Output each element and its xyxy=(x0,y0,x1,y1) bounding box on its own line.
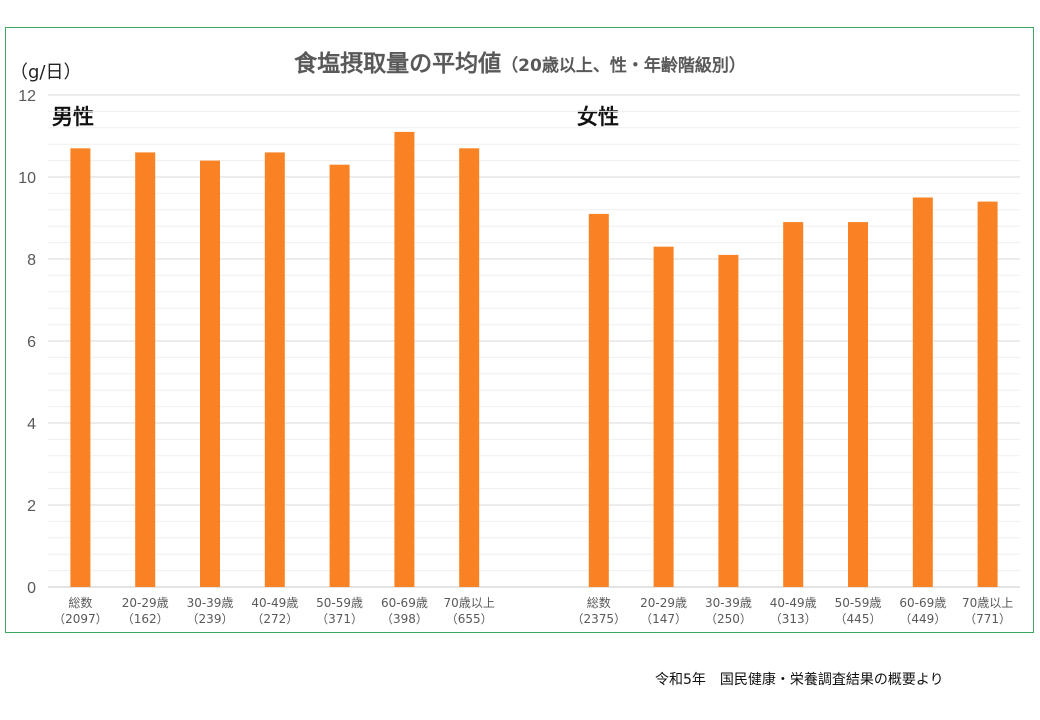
x-tick-count: （445） xyxy=(835,612,882,626)
bar xyxy=(459,148,480,588)
x-tick-label: 総数 xyxy=(68,595,92,610)
x-tick-count: （147） xyxy=(640,612,687,626)
x-tick-count: （398） xyxy=(381,612,428,626)
x-tick-count: （2375） xyxy=(572,612,627,626)
bar xyxy=(264,152,285,587)
x-tick-label: 60-69歳 xyxy=(899,596,946,610)
x-tick-label: 総数 xyxy=(587,595,611,610)
x-tick-label: 30-39歳 xyxy=(705,596,752,610)
group-label-male: 男性 xyxy=(52,105,94,129)
x-tick-label: 50-59歳 xyxy=(316,596,363,610)
source-note: 令和5年 国民健康・栄養調査結果の概要より xyxy=(655,672,944,688)
y-tick-label: 12 xyxy=(18,88,36,105)
x-tick-label: 30-39歳 xyxy=(187,596,234,610)
y-tick-label: 10 xyxy=(18,170,36,187)
x-tick-count: （239） xyxy=(187,612,234,626)
x-tick-label: 60-69歳 xyxy=(381,596,428,610)
x-tick-label: 70歳以上 xyxy=(444,596,495,610)
bar xyxy=(70,148,91,588)
bar xyxy=(200,160,220,587)
bar xyxy=(653,246,674,587)
y-tick-label: 0 xyxy=(27,580,36,597)
bar xyxy=(394,131,415,587)
bar xyxy=(912,197,933,587)
chart-frame xyxy=(5,27,1034,633)
x-tick-count: （2097） xyxy=(53,612,108,626)
x-tick-label: 40-49歳 xyxy=(770,596,817,610)
bar xyxy=(783,222,804,587)
bar xyxy=(848,222,868,587)
x-tick-count: （272） xyxy=(251,612,298,626)
bar xyxy=(977,201,998,587)
chart-title: 食塩摂取量の平均値（20歳以上、性・年齢階級別） xyxy=(0,44,1040,78)
x-tick-label: 20-29歳 xyxy=(640,596,687,610)
bar xyxy=(588,213,609,587)
x-tick-count: （313） xyxy=(770,612,817,626)
y-tick-label: 4 xyxy=(27,416,36,433)
x-tick-label: 50-59歳 xyxy=(835,596,882,610)
x-tick-count: （771） xyxy=(964,612,1011,626)
group-label-female: 女性 xyxy=(577,105,619,129)
x-tick-count: （655） xyxy=(446,612,493,626)
x-tick-label: 70歳以上 xyxy=(962,596,1013,610)
y-tick-label: 6 xyxy=(27,334,36,351)
bar xyxy=(329,164,350,587)
y-tick-label: 2 xyxy=(27,498,36,515)
x-tick-count: （371） xyxy=(316,612,363,626)
x-tick-count: （449） xyxy=(899,612,946,626)
chart-subtitle: （20歳以上、性・年齢階級別） xyxy=(501,56,746,76)
x-tick-count: （162） xyxy=(122,612,169,626)
bar xyxy=(135,152,156,587)
chart-title-main: 食塩摂取量の平均値 xyxy=(294,51,502,77)
bar xyxy=(718,254,739,587)
x-tick-count: （250） xyxy=(705,612,752,626)
x-tick-label: 20-29歳 xyxy=(122,596,169,610)
y-axis-unit: （g/日） xyxy=(10,62,82,83)
y-tick-label: 8 xyxy=(27,252,36,269)
x-tick-label: 40-49歳 xyxy=(251,596,298,610)
